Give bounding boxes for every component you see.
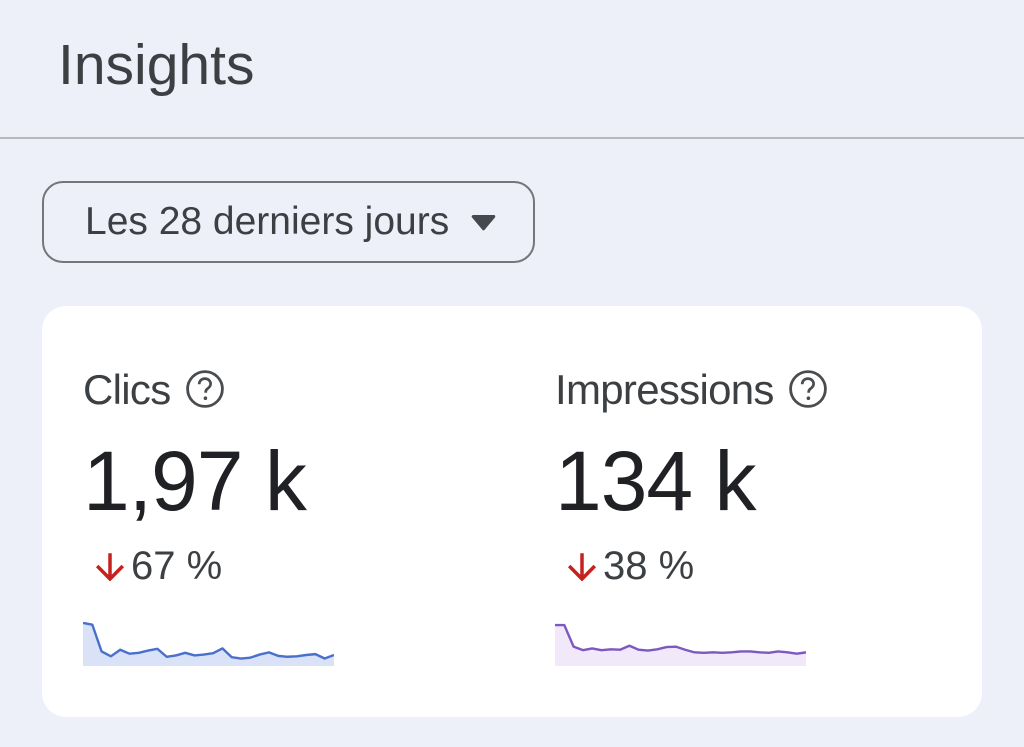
page-title: Insights (58, 33, 255, 97)
metric-impressions-header: Impressions (555, 366, 828, 413)
question-mark-icon (788, 369, 827, 408)
help-icon-button[interactable] (788, 369, 828, 412)
metric-impressions-value: 134 k (555, 434, 756, 528)
arrow-down-icon (567, 553, 597, 581)
metric-clicks-change-value: 67 % (131, 544, 223, 588)
help-icon-button[interactable] (185, 369, 225, 412)
metric-impressions-change-value: 38 % (603, 544, 695, 588)
metric-clicks-value: 1,97 k (83, 434, 307, 528)
metric-impressions-change: 38 % (567, 544, 695, 588)
date-range-button[interactable]: Les 28 derniers jours (42, 181, 535, 263)
question-mark-icon (185, 369, 224, 408)
dropdown-arrow-icon (471, 214, 496, 230)
metric-impressions[interactable]: Impressions 134 k 38 % (555, 306, 985, 717)
metric-clicks-change: 67 % (95, 544, 223, 588)
metric-clicks-header: Clics (83, 366, 225, 413)
header-divider (0, 137, 1024, 139)
impressions-sparkline-chart (555, 622, 806, 666)
date-range-label: Les 28 derniers jours (85, 200, 450, 243)
metric-impressions-label: Impressions (555, 366, 774, 413)
insights-overview-card: Clics 1,97 k 67 % Impressions (42, 306, 982, 717)
arrow-down-icon (95, 553, 125, 581)
metric-clicks[interactable]: Clics 1,97 k 67 % (83, 306, 513, 717)
clicks-sparkline-chart (83, 622, 334, 666)
metric-clicks-label: Clics (83, 366, 171, 413)
